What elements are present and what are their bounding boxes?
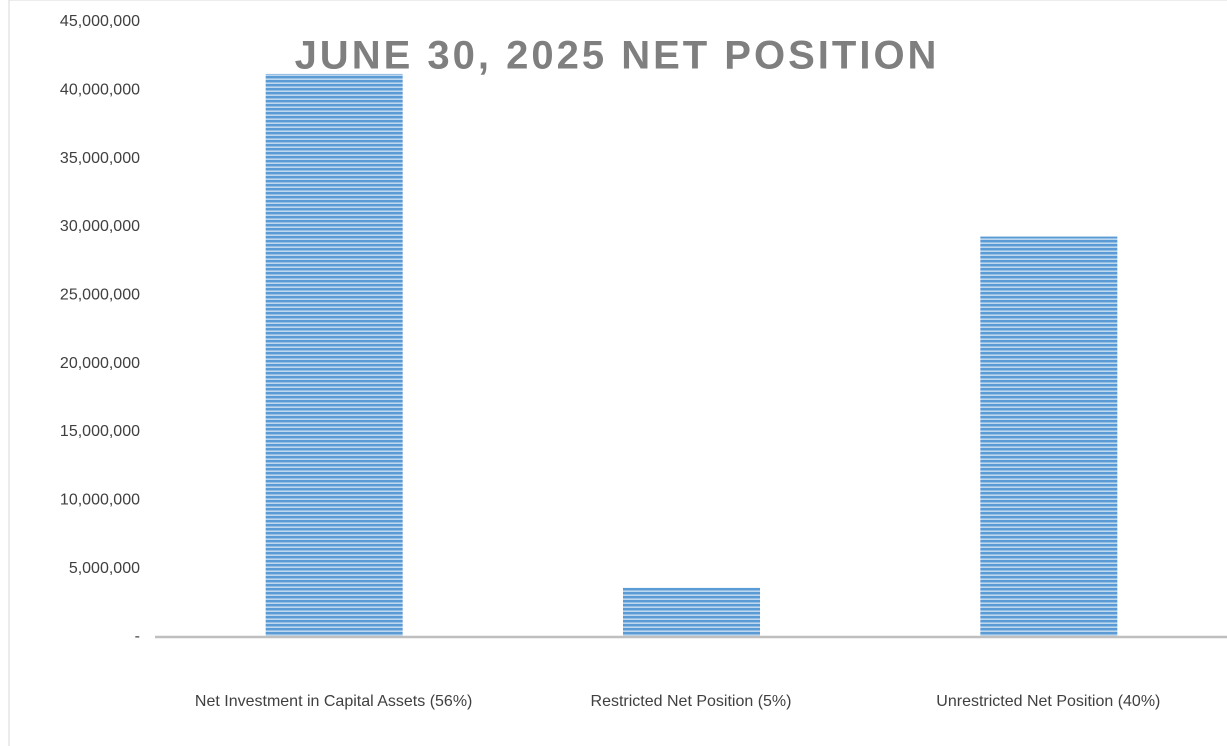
y-tick-label: 30,000,000 <box>60 218 140 235</box>
x-tick-label: Unrestricted Net Position (40%) <box>936 693 1161 710</box>
y-tick-label: 35,000,000 <box>60 150 140 167</box>
x-tick-label: Net Investment in Capital Assets (56%) <box>194 693 473 710</box>
y-tick-label: 10,000,000 <box>60 492 140 509</box>
y-tick-label: - <box>135 628 140 645</box>
chart-title: JUNE 30, 2025 NET POSITION <box>295 34 940 78</box>
y-tick-label: 45,000,000 <box>60 13 140 30</box>
bar <box>980 236 1118 638</box>
y-tick-label: 20,000,000 <box>60 355 140 372</box>
y-tick-label: 15,000,000 <box>60 423 140 440</box>
bar <box>265 73 403 637</box>
bar <box>623 587 760 637</box>
y-tick-label: 40,000,000 <box>60 82 140 99</box>
x-tick-label: Restricted Net Position (5%) <box>590 693 792 710</box>
y-tick-label: 5,000,000 <box>69 560 140 577</box>
y-tick-label: 25,000,000 <box>60 287 140 304</box>
chart-border <box>8 0 1227 746</box>
